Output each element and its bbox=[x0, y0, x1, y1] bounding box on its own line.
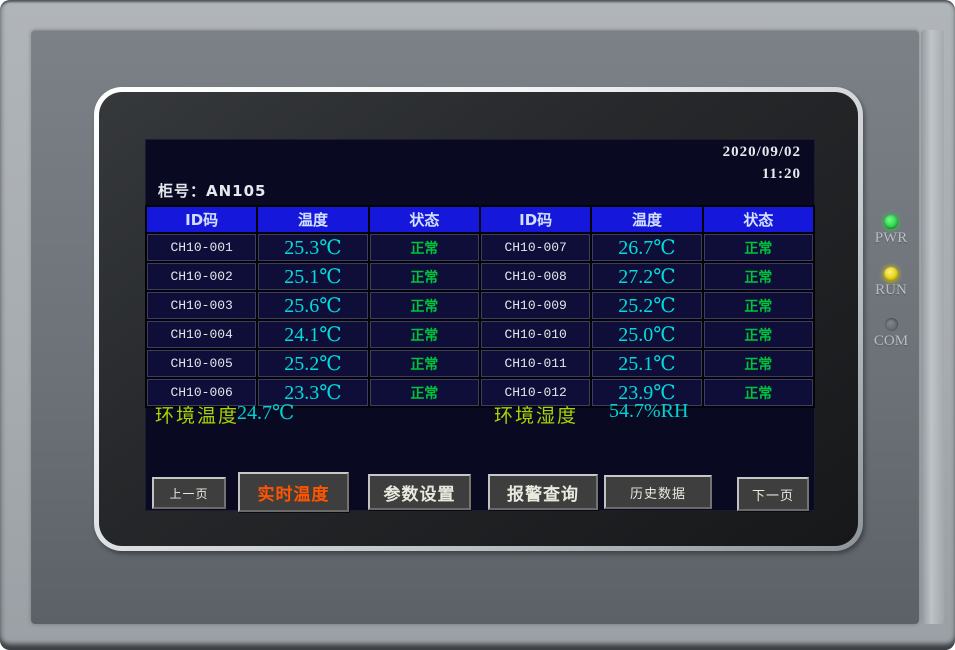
channel-id-cell: CH10-009 bbox=[478, 290, 593, 321]
table-row: CH10-004 24.1℃ 正常 CH10-010 25.0℃ 正常 bbox=[144, 319, 816, 350]
channel-id-cell: CH10-004 bbox=[144, 319, 259, 350]
channel-id-cell: CH10-011 bbox=[478, 348, 593, 379]
next-page-button[interactable]: 下一页 bbox=[737, 477, 809, 511]
temperature-cell: 26.7℃ bbox=[590, 232, 704, 263]
status-cell: 正常 bbox=[701, 319, 816, 350]
channel-id-cell: CH10-003 bbox=[144, 290, 259, 321]
table-header-row: ID码 温度 状态 ID码 温度 状态 bbox=[144, 205, 816, 234]
status-cell: 正常 bbox=[367, 319, 481, 350]
ambient-temp-value: 24.7℃ bbox=[237, 402, 295, 424]
column-header-status: 状态 bbox=[367, 205, 481, 234]
prev-page-button[interactable]: 上一页 bbox=[152, 477, 226, 509]
history-data-button[interactable]: 历史数据 bbox=[604, 475, 712, 509]
status-cell: 正常 bbox=[367, 377, 481, 408]
table-row: CH10-005 25.2℃ 正常 CH10-011 25.1℃ 正常 bbox=[144, 348, 816, 379]
temperature-cell: 23.9℃ bbox=[590, 377, 704, 408]
temperature-cell: 24.1℃ bbox=[256, 319, 370, 350]
channel-id-cell: CH10-001 bbox=[144, 232, 259, 263]
table-row: CH10-001 25.3℃ 正常 CH10-007 26.7℃ 正常 bbox=[144, 232, 816, 263]
param-settings-button[interactable]: 参数设置 bbox=[368, 474, 471, 510]
realtime-temp-button[interactable]: 实时温度 bbox=[238, 472, 349, 512]
ambient-humidity-label: 环境湿度 bbox=[494, 405, 579, 427]
temperature-cell: 25.1℃ bbox=[590, 348, 704, 379]
temperature-cell: 27.2℃ bbox=[590, 261, 704, 292]
column-header-id: ID码 bbox=[478, 205, 593, 234]
status-cell: 正常 bbox=[367, 261, 481, 292]
table-row: CH10-003 25.6℃ 正常 CH10-009 25.2℃ 正常 bbox=[144, 290, 816, 321]
run-led-label: RUN bbox=[875, 282, 907, 298]
ambient-humidity-value: 54.7%RH bbox=[609, 400, 689, 422]
time-display: 11:20 bbox=[761, 166, 801, 182]
temperature-cell: 23.3℃ bbox=[256, 377, 370, 408]
ambient-temp-label: 环境温度 bbox=[155, 405, 240, 427]
status-cell: 正常 bbox=[701, 232, 816, 263]
column-header-status: 状态 bbox=[701, 205, 816, 234]
temperature-cell: 25.6℃ bbox=[256, 290, 370, 321]
date-display: 2020/09/02 bbox=[722, 144, 801, 160]
run-led bbox=[884, 267, 898, 281]
status-cell: 正常 bbox=[701, 377, 816, 408]
pwr-led bbox=[884, 215, 898, 229]
alarm-query-button[interactable]: 报警查询 bbox=[488, 474, 598, 510]
status-cell: 正常 bbox=[701, 348, 816, 379]
cabinet-label: 柜号：AN105 bbox=[158, 182, 267, 200]
channel-id-cell: CH10-010 bbox=[478, 319, 593, 350]
channel-id-cell: CH10-006 bbox=[144, 377, 259, 408]
status-cell: 正常 bbox=[701, 261, 816, 292]
column-header-temp: 温度 bbox=[590, 205, 704, 234]
temperature-cell: 25.2℃ bbox=[256, 348, 370, 379]
table-row: CH10-002 25.1℃ 正常 CH10-008 27.2℃ 正常 bbox=[144, 261, 816, 292]
column-header-id: ID码 bbox=[144, 205, 259, 234]
com-led-label: COM bbox=[873, 333, 909, 349]
status-cell: 正常 bbox=[367, 348, 481, 379]
pwr-led-label: PWR bbox=[874, 230, 908, 246]
temperature-cell: 25.2℃ bbox=[590, 290, 704, 321]
lcd-screen: 2020/09/02 11:20 柜号：AN105 ID码 温度 状态 ID码 … bbox=[144, 139, 816, 512]
channel-id-cell: CH10-005 bbox=[144, 348, 259, 379]
bezel-edge-highlight bbox=[921, 30, 944, 624]
status-cell: 正常 bbox=[701, 290, 816, 321]
table-row: CH10-006 23.3℃ 正常 CH10-012 23.9℃ 正常 bbox=[144, 377, 816, 408]
channel-id-cell: CH10-002 bbox=[144, 261, 259, 292]
temperature-table: ID码 温度 状态 ID码 温度 状态 CH10-001 25.3℃ 正常 CH… bbox=[144, 205, 816, 408]
channel-id-cell: CH10-007 bbox=[478, 232, 593, 263]
com-led bbox=[885, 318, 898, 331]
status-cell: 正常 bbox=[367, 290, 481, 321]
column-header-temp: 温度 bbox=[256, 205, 370, 234]
temperature-cell: 25.1℃ bbox=[256, 261, 370, 292]
status-cell: 正常 bbox=[367, 232, 481, 263]
channel-id-cell: CH10-012 bbox=[478, 377, 593, 408]
temperature-cell: 25.3℃ bbox=[256, 232, 370, 263]
channel-id-cell: CH10-008 bbox=[478, 261, 593, 292]
temperature-cell: 25.0℃ bbox=[590, 319, 704, 350]
